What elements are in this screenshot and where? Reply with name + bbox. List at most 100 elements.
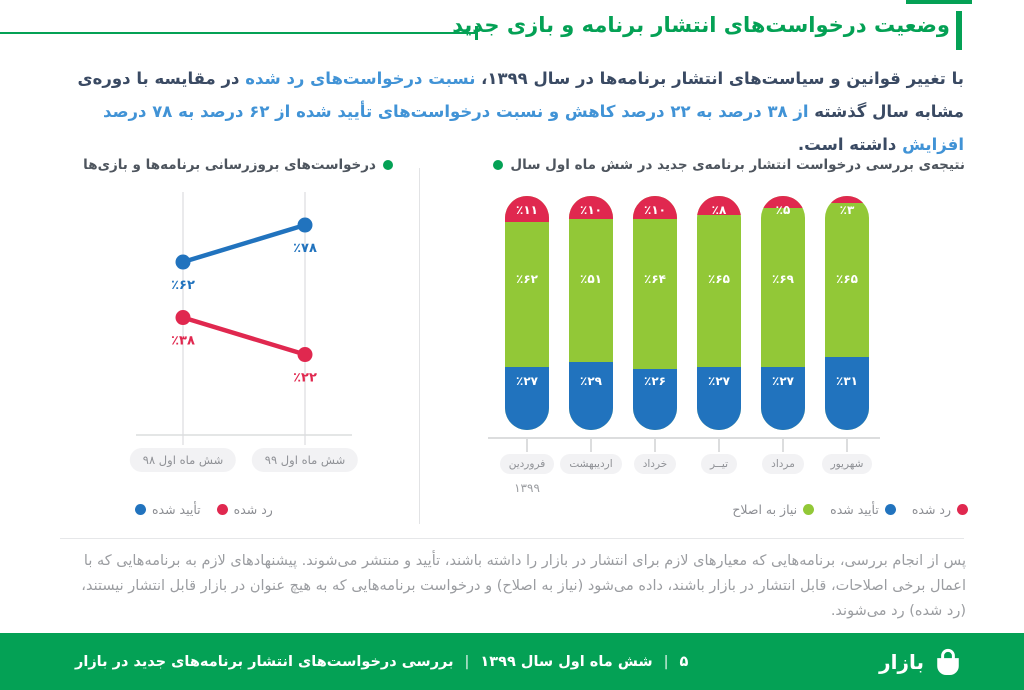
legend-dot-icon <box>135 504 146 515</box>
legend-item: رد شده <box>216 502 273 517</box>
footer-bar: بازار ۵ | شش ماه اول سال ۱۳۹۹ | بررسی در… <box>0 633 1024 690</box>
slope-chart: ٪۶۲ ٪۷۸ ٪۳۸ ٪۲۲ <box>60 186 410 452</box>
month-pill: مرداد <box>762 454 804 474</box>
outro-paragraph: پس از انجام بررسی، برنامه‌هایی که معیاره… <box>81 553 966 619</box>
bar-value-label: ٪۲۷ <box>772 374 794 388</box>
intro-text: داشته است. <box>797 135 903 154</box>
data-point-icon <box>297 347 313 363</box>
bar-value-label: ٪۱۰ <box>644 203 666 217</box>
bar-value-label: ٪۸ <box>711 203 727 217</box>
bar-segment-approved <box>825 357 869 430</box>
slope-chart-svg: ٪۶۲ ٪۷۸ ٪۳۸ ٪۲۲ <box>136 192 352 445</box>
bar-value-label: ٪۲۶ <box>644 374 666 388</box>
year-label: ۱۳۹۹ <box>514 481 540 495</box>
legend-item: تأیید شده <box>135 502 201 517</box>
bar-value-label: ٪۶۵ <box>836 272 858 286</box>
slope-category-pill: شش ماه اول ۹۹ <box>251 448 359 472</box>
month-pill: تیــر <box>700 454 738 474</box>
footer-separator: | <box>464 653 470 670</box>
legend-item: رد شده <box>912 502 968 517</box>
stacked-bar <box>825 196 869 430</box>
bar-value-label: ٪۶۹ <box>772 272 794 286</box>
bar-category: فروردین <box>495 438 559 474</box>
bar-segment-rejected <box>761 196 805 208</box>
slope-line-red <box>180 315 308 357</box>
intro-text: با تغییر قوانین و سیاست‌های انتشار برنام… <box>475 69 964 88</box>
bar-column: ٪۱۱ ٪۶۲ ٪۲۷ <box>495 196 559 430</box>
bar-value-label: ٪۵۱ <box>580 272 602 286</box>
bar-value-label: ٪۲۷ <box>516 374 538 388</box>
stacked-bar <box>505 196 549 430</box>
legend-label: تأیید شده <box>830 502 879 517</box>
month-pill: فروردین <box>499 454 555 474</box>
month-pill: خرداد <box>633 454 677 474</box>
bar-column: ٪۳ ٪۶۵ ٪۳۱ <box>815 196 879 430</box>
legend-item: تأیید شده <box>830 502 896 517</box>
bar-chart-categories: فروردین اردیبهشت خرداد تیــر مرداد شهریور <box>495 438 879 474</box>
bullet-icon <box>383 160 393 170</box>
bar-column: ٪۵ ٪۶۹ ٪۲۷ <box>751 196 815 430</box>
bar-value-label: ٪۶۴ <box>644 272 666 286</box>
data-point-label: ٪۷۸ <box>293 241 317 256</box>
stacked-bar <box>569 196 613 430</box>
shopping-bag-icon <box>937 648 959 675</box>
bar-value-label: ٪۶۵ <box>708 272 730 286</box>
slope-chart-legend: رد شده تأیید شده <box>135 502 273 517</box>
bar-chart-axis <box>488 437 880 439</box>
slope-line-blue <box>180 222 308 265</box>
legend-dot-icon <box>216 504 228 515</box>
title-rule-line <box>0 26 478 40</box>
axis-tick <box>718 438 720 452</box>
bar-segment-approved <box>569 362 613 430</box>
legend-dot-icon <box>957 504 968 515</box>
panel-divider <box>419 168 420 524</box>
bar-column: ٪۱۰ ٪۶۴ ٪۲۶ <box>623 196 687 430</box>
legend-dot-icon <box>884 504 896 515</box>
title-accent-bar <box>956 11 962 50</box>
bar-category: اردیبهشت <box>559 438 623 474</box>
legend-label: رد شده <box>233 502 273 517</box>
bar-segment-rejected <box>505 196 549 222</box>
footer-meta: ۵ | شش ماه اول سال ۱۳۹۹ | بررسی درخواست‌… <box>75 654 688 670</box>
brand-logo: بازار <box>879 645 965 679</box>
footer-period: شش ماه اول سال ۱۳۹۹ <box>480 653 653 670</box>
bar-segment-rejected <box>697 196 741 215</box>
bar-segment-approved <box>505 366 549 430</box>
section-divider <box>60 538 964 539</box>
top-accent-strip <box>906 0 972 4</box>
bar-segment-approved <box>697 366 741 430</box>
month-pill: شهریور <box>821 454 873 474</box>
data-point-icon <box>297 217 313 233</box>
bar-value-label: ٪۱۱ <box>516 203 538 217</box>
bar-value-label: ٪۳ <box>839 203 855 217</box>
axis-tick <box>846 438 848 452</box>
stacked-bar <box>761 196 805 430</box>
stacked-bar <box>697 196 741 430</box>
bar-value-label: ٪۵ <box>775 203 791 217</box>
bar-value-label: ٪۳۱ <box>836 374 858 388</box>
data-point-label: ٪۲۲ <box>293 371 317 386</box>
page-number: ۵ <box>679 653 689 670</box>
bar-segment-approved <box>633 369 677 430</box>
intro-paragraph: با تغییر قوانین و سیاست‌های انتشار برنام… <box>60 62 965 161</box>
bar-chart-title-text: نتیجه‌ی بررسی درخواست انتشار برنامه‌ی جد… <box>510 157 965 173</box>
footer-report-title: بررسی درخواست‌های انتشار برنامه‌های جدید… <box>75 653 454 670</box>
intro-highlight-rejected: نسبت درخواست‌های رد شده <box>245 69 476 88</box>
bar-column: ٪۱۰ ٪۵۱ ٪۲۹ <box>559 196 623 430</box>
bar-value-label: ٪۲۷ <box>708 374 730 388</box>
bar-category: مرداد <box>751 438 815 474</box>
stacked-bar-chart: ٪۱۱ ٪۶۲ ٪۲۷ ٪۱۰ ٪۵۱ ٪۲۹ ٪۱۰ ٪۶۴ ٪۲۶ ٪۸ ٪۶۵ ٪۲۷ ٪۵ ٪۶۹… <box>495 196 879 430</box>
slope-chart-title-text: درخواست‌های بروزرسانی برنامه‌ها و بازی‌ه… <box>83 157 376 173</box>
legend-label: تأیید شده <box>152 502 201 517</box>
axis-tick <box>654 438 656 452</box>
bar-category: تیــر <box>687 438 751 474</box>
bar-value-label: ٪۱۰ <box>580 203 602 217</box>
intro-highlight-change: از ۳۸ درصد به ۲۲ درصد کاهش و نسبت درخواس… <box>103 102 964 154</box>
legend-label: نیاز به اصلاح <box>732 502 798 517</box>
axis-tick <box>590 438 592 452</box>
bar-segment-approved <box>761 366 805 430</box>
legend-dot-icon <box>803 504 815 515</box>
bar-value-label: ٪۲۹ <box>580 374 602 388</box>
bullet-icon <box>493 160 504 170</box>
bar-value-label: ٪۶۲ <box>516 272 538 286</box>
